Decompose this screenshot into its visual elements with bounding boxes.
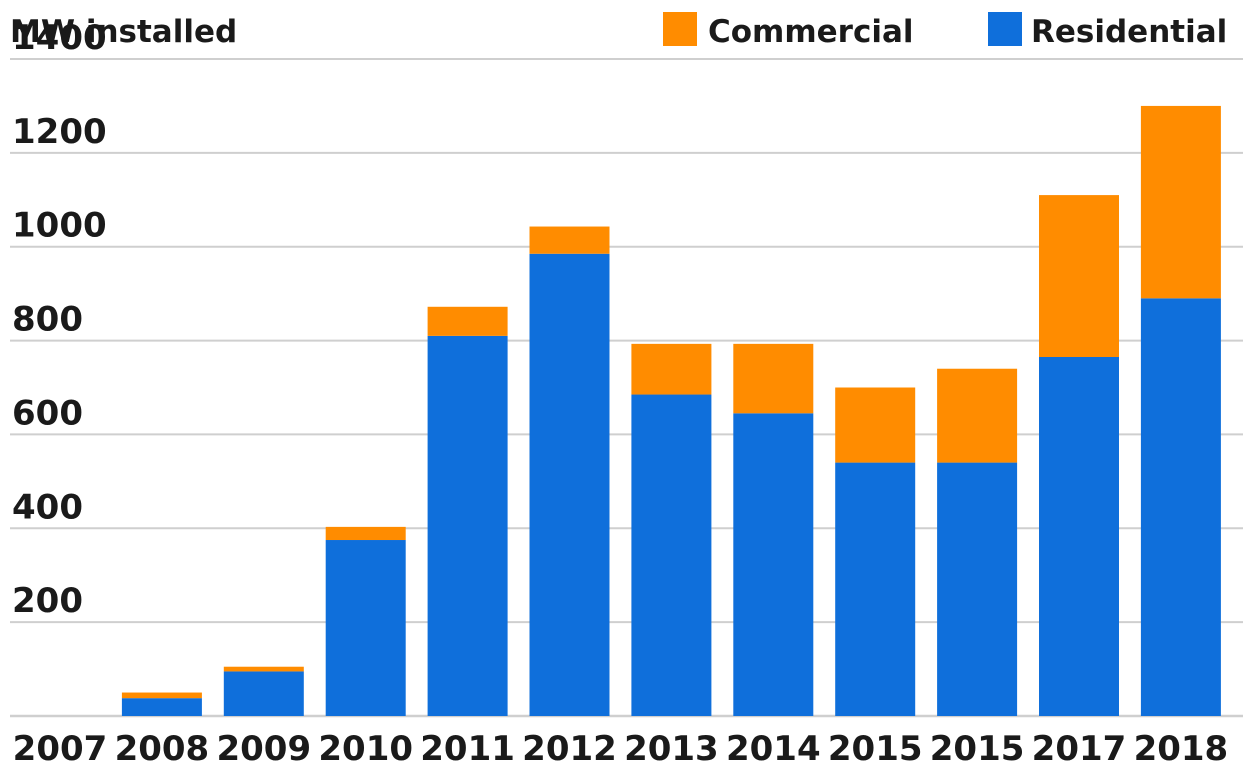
bar-residential-2012 — [529, 253, 610, 716]
x-tick-label: 2018 — [1134, 729, 1229, 769]
bar-commercial-2018 — [1140, 105, 1221, 299]
x-tick-label: 2012 — [522, 729, 617, 769]
y-tick-labels: 200 400 600 800 1000 1200 1400 — [12, 18, 107, 621]
bar-commercial-2014 — [733, 343, 814, 414]
legend-label-commercial: Commercial — [708, 14, 914, 50]
x-tick-label: 2015 — [930, 729, 1025, 769]
bar-residential-2010 — [325, 540, 406, 716]
x-tick-label: 2007 — [13, 729, 108, 769]
bar-commercial-2015 — [937, 368, 1018, 463]
y-tick-label: 800 — [12, 300, 83, 340]
x-tick-labels: 2007 2008 2009 2010 2011 2012 2013 2014 2015 2015… — [13, 729, 1229, 769]
bar-commercial-2008 — [121, 692, 202, 699]
x-tick-label: 2015 — [828, 729, 923, 769]
bar-commercial-2015 — [835, 387, 916, 463]
bar-commercial-2013 — [631, 343, 712, 395]
y-tick-label: 600 — [12, 393, 83, 433]
x-tick-label: 2017 — [1032, 729, 1127, 769]
bar-residential-2009 — [223, 671, 304, 716]
x-tick-label: 2010 — [318, 729, 413, 769]
bar-residential-2011 — [427, 335, 508, 716]
bar-residential-2018 — [1140, 298, 1221, 716]
bar-residential-2015 — [937, 462, 1018, 716]
bar-commercial-2012 — [529, 226, 610, 254]
bar-residential-2017 — [1039, 356, 1119, 716]
y-axis-label: MW installed — [10, 14, 237, 50]
bar-residential-2014 — [733, 413, 814, 716]
y-tick-label: 400 — [12, 487, 83, 527]
y-tick-label: 200 — [12, 581, 83, 621]
y-tick-label: 1000 — [12, 206, 107, 246]
bar-commercial-2009 — [223, 666, 304, 672]
x-tick-label: 2014 — [726, 729, 821, 769]
bar-commercial-2011 — [427, 306, 508, 336]
legend-swatch-residential — [988, 12, 1022, 46]
legend-label-residential: Residential — [1031, 14, 1227, 50]
bars — [121, 105, 1221, 716]
bar-commercial-2017 — [1039, 195, 1119, 357]
x-tick-label: 2013 — [624, 729, 719, 769]
bar-residential-2008 — [121, 698, 202, 716]
y-tick-label: 1200 — [12, 112, 107, 152]
bar-residential-2015 — [835, 462, 916, 716]
legend: Commercial Residential — [663, 12, 1227, 50]
y-tick-label: 1400 — [12, 18, 107, 58]
grid-lines — [10, 58, 1243, 718]
legend-swatch-commercial — [663, 12, 697, 46]
x-tick-label: 2008 — [115, 729, 210, 769]
x-tick-label: 2011 — [420, 729, 515, 769]
bar-residential-2013 — [631, 394, 712, 716]
x-tick-label: 2009 — [216, 729, 311, 769]
bar-commercial-2010 — [325, 526, 406, 541]
